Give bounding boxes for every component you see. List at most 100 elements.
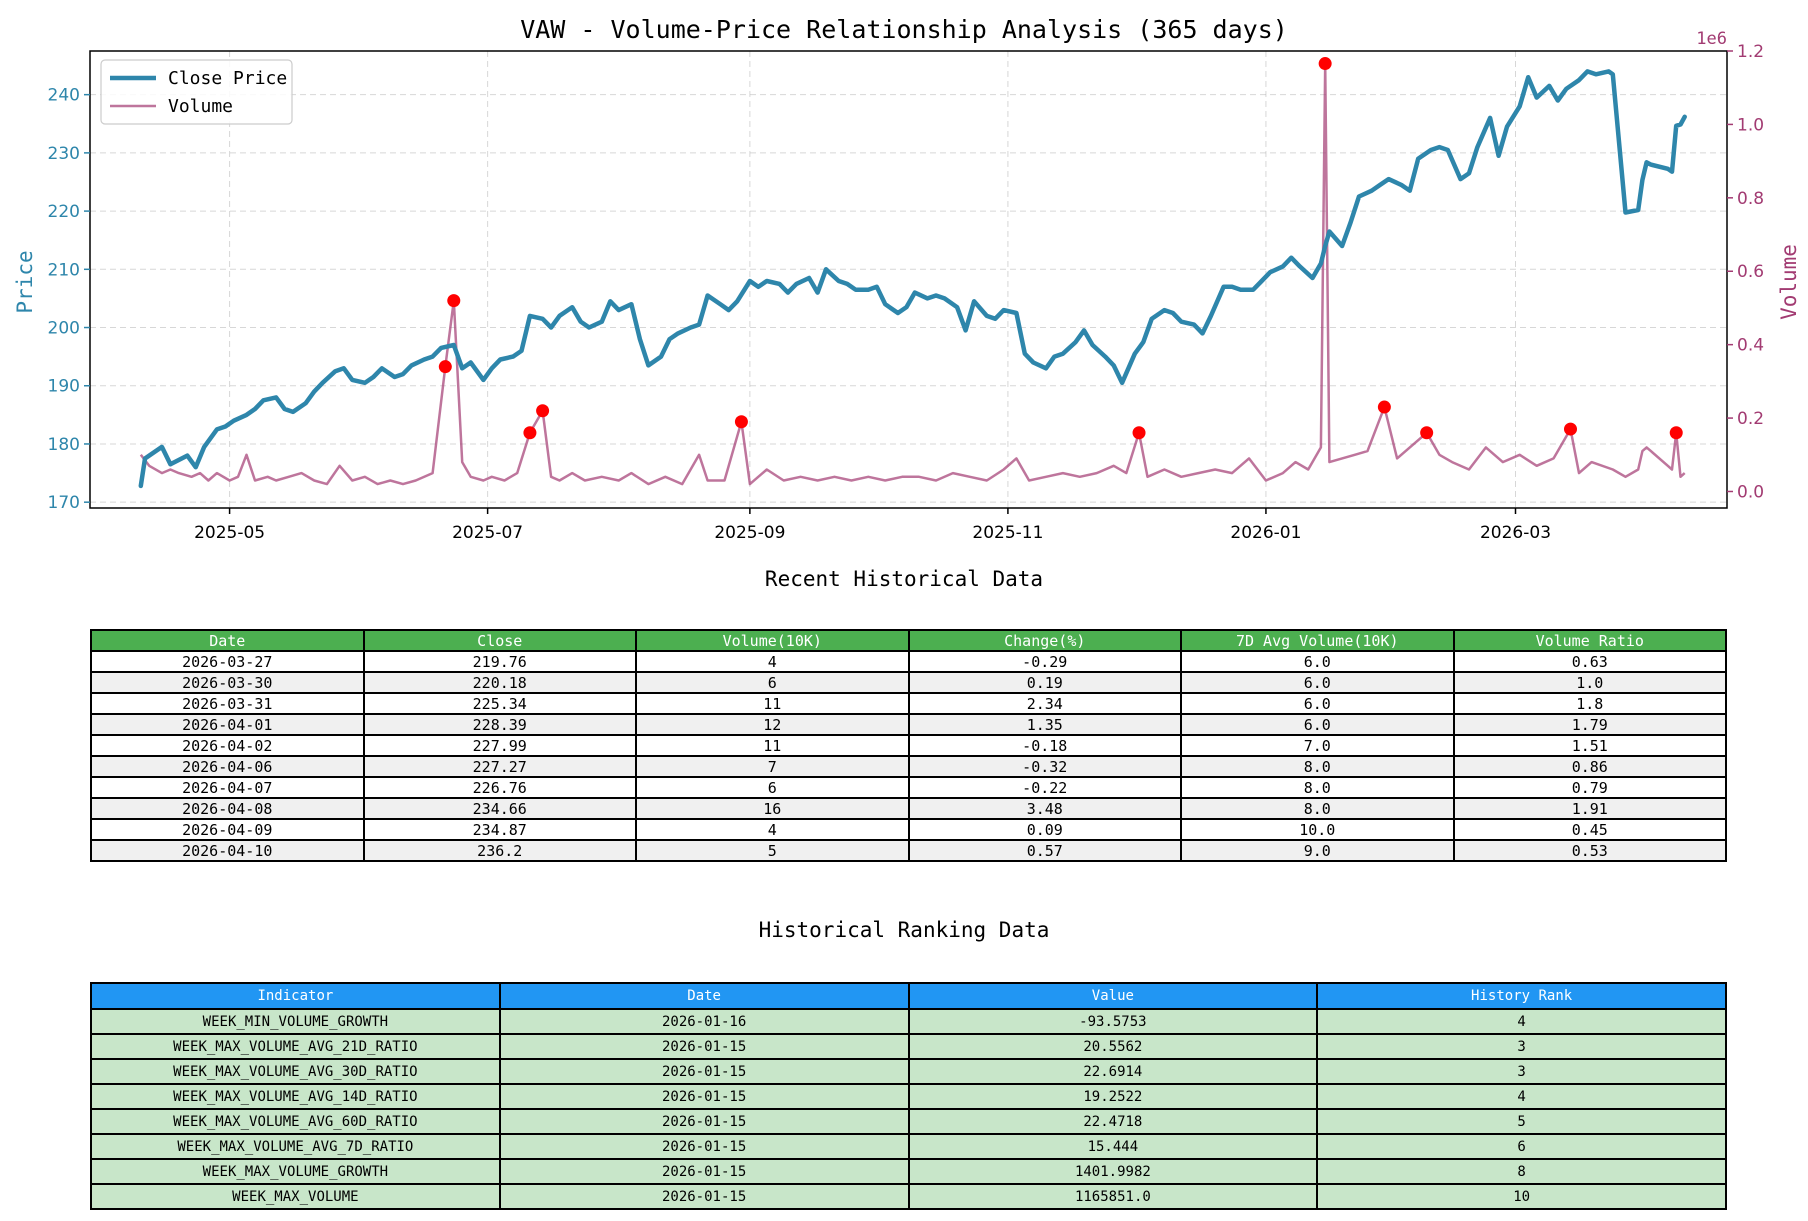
table-cell: 16 [635,797,910,820]
table-row: WEEK_MIN_VOLUME_GROWTH 2026-01-16 -93.5753… [90,1008,1727,1035]
table-cell: 2026-01-15 [498,1083,910,1110]
table-cell: 8 [1316,1158,1727,1185]
table-cell: 3.48 [907,797,1182,820]
table-cell: WEEK_MAX_VOLUME_AVG_14D_RATIO [90,1083,501,1110]
y2-tick-label: 0.0 [1737,482,1764,502]
table-cell: 1.79 [1452,713,1727,736]
recent-data-table: Date Close Volume(10K) Change(%) 7D Avg Volu… [90,629,1727,862]
y2-axis-label: Volume [1777,244,1801,320]
table-cell: WEEK_MAX_VOLUME [90,1183,501,1210]
volume-price-chart: VAW - Volume-Price Relationship Analysis… [13,15,1801,543]
table-cell: 15.444 [907,1133,1319,1160]
table-cell: 1.0 [1452,671,1727,694]
legend: Close Price Volume [100,59,293,125]
table-cell: 0.19 [907,671,1182,694]
chart-title: VAW - Volume-Price Relationship Analysis… [520,15,1288,44]
x-tick-label: 2025-05 [194,523,265,543]
table-row: 2026-04-02 227.99 11 -0.18 7.0 1.51 [90,734,1727,757]
table-cell: 6 [1316,1133,1727,1160]
recent-header-cell: Close [362,629,637,652]
table-cell: 2026-03-30 [90,671,365,694]
volume-spike-marker [1669,426,1683,440]
table-cell: 236.2 [362,839,637,862]
volume-spike-marker [734,415,748,429]
table-cell: 22.4718 [907,1108,1319,1135]
table-cell: 8.0 [1180,776,1455,799]
y-tick-label: 190 [48,377,80,397]
table-cell: 7.0 [1180,734,1455,757]
y-tick-label: 240 [48,86,80,106]
table-cell: WEEK_MAX_VOLUME_AVG_21D_RATIO [90,1033,501,1060]
table-cell: 19.2522 [907,1083,1319,1110]
table-cell: 0.45 [1452,818,1727,841]
table-cell: WEEK_MAX_VOLUME_AVG_30D_RATIO [90,1058,501,1085]
table-cell: 11 [635,734,910,757]
table-cell: 234.66 [362,797,637,820]
volume-spike-marker [447,294,461,308]
table-cell: 0.86 [1452,755,1727,778]
table-cell: 225.34 [362,692,637,715]
y-tick-label: 230 [48,144,80,164]
table-cell: 7 [635,755,910,778]
table-cell: 227.27 [362,755,637,778]
table-cell: 4 [1316,1083,1727,1110]
table-row: WEEK_MAX_VOLUME_AVG_30D_RATIO 2026-01-15 2… [90,1058,1727,1085]
volume-spike-marker [1318,57,1332,71]
table-cell: 10 [1316,1183,1727,1210]
table-cell: 0.79 [1452,776,1727,799]
table-cell: 8.0 [1180,797,1455,820]
table-cell: 6 [635,671,910,694]
ranking-data-table: Indicator Date Value History Rank WEEK_MIN_… [90,982,1727,1210]
table-cell: 4 [1316,1008,1727,1035]
table-cell: 22.6914 [907,1058,1319,1085]
table-cell: 9.0 [1180,839,1455,862]
volume-spike-marker [1563,422,1577,436]
grid-lines [90,51,1727,508]
y2-tick-label: 1.0 [1737,115,1764,135]
table-cell: 1.35 [907,713,1182,736]
table-cell: 2026-03-31 [90,692,365,715]
table-cell: 219.76 [362,650,637,673]
table-cell: -0.22 [907,776,1182,799]
table-cell: 227.99 [362,734,637,757]
table-cell: 2026-01-15 [498,1133,910,1160]
y-tick-label: 210 [48,260,80,280]
table-cell: 228.39 [362,713,637,736]
table-row: WEEK_MAX_VOLUME_AVG_7D_RATIO 2026-01-15 15… [90,1133,1727,1160]
recent-header-cell: 7D Avg Volume(10K) [1180,629,1455,652]
volume-spike-marker [1132,426,1146,440]
table-row: 2026-04-06 227.27 7 -0.32 8.0 0.86 [90,755,1727,778]
table-cell: 0.09 [907,818,1182,841]
table-cell: 2026-04-07 [90,776,365,799]
table-cell: 6.0 [1180,650,1455,673]
x-tick-label: 2025-11 [972,523,1043,543]
y2-tick-label: 0.6 [1737,262,1764,282]
table-cell: 3 [1316,1033,1727,1060]
table-cell: 6.0 [1180,692,1455,715]
y-tick-label: 180 [48,435,80,455]
x-tick-label: 2025-07 [452,523,523,543]
table-cell: 1.91 [1452,797,1727,820]
y2-tick-label: 0.2 [1737,409,1764,429]
table-cell: 6 [635,776,910,799]
table-row: 2026-04-01 228.39 12 1.35 6.0 1.79 [90,713,1727,736]
x-tick-label: 2025-09 [714,523,785,543]
volume-spike-marker [1420,426,1434,440]
x-tick-label: 2026-01 [1230,523,1301,543]
table-cell: 8.0 [1180,755,1455,778]
table-cell: 2026-04-09 [90,818,365,841]
table-cell: 10.0 [1180,818,1455,841]
table-cell: 2.34 [907,692,1182,715]
series-layer [138,57,1687,489]
y-tick-label: 220 [48,202,80,222]
recent-header-cell: Change(%) [907,629,1182,652]
table-cell: 226.76 [362,776,637,799]
table-cell: WEEK_MAX_VOLUME_AVG_60D_RATIO [90,1108,501,1135]
table-cell: WEEK_MIN_VOLUME_GROWTH [90,1008,501,1035]
volume-series-line [139,62,1686,486]
table-cell: 1401.9982 [907,1158,1319,1185]
y2-offset-text: 1e6 [1696,29,1727,49]
table-cell: 0.57 [907,839,1182,862]
table-row: 2026-04-10 236.2 5 0.57 9.0 0.53 [90,839,1727,862]
table-row: 2026-03-27 219.76 4 -0.29 6.0 0.63 [90,650,1727,673]
